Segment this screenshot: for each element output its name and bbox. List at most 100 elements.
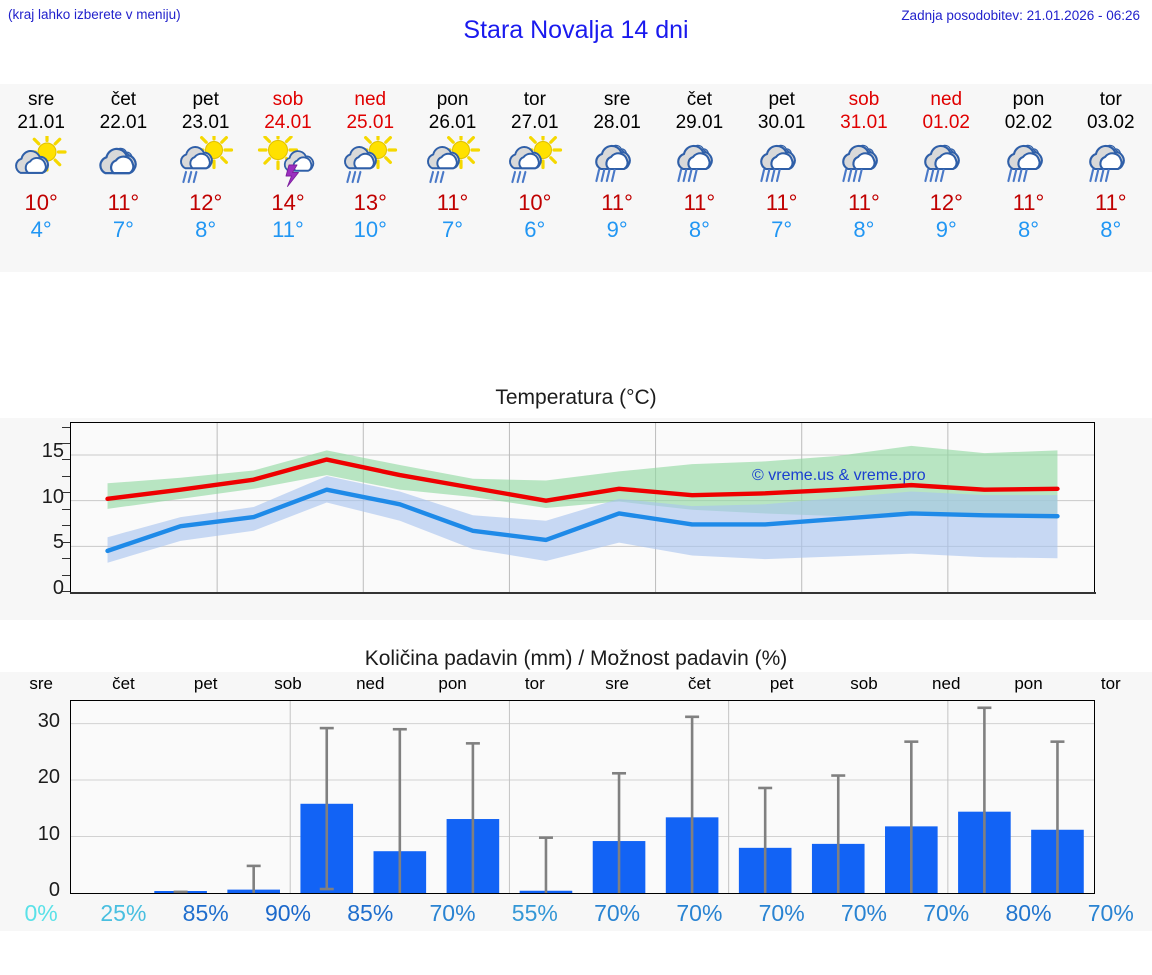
temperature-axis-baseline [70, 592, 1096, 594]
precipitation-day-label: pet [769, 674, 794, 693]
day-min-temp: 8° [1100, 217, 1122, 242]
precipitation-day-label: ned [932, 674, 961, 693]
day-date-label: 22.01 [99, 112, 148, 133]
day-min-temp: 7° [771, 217, 793, 242]
day-of-week-label: pet [192, 89, 219, 110]
temperature-axis-tick [62, 525, 70, 527]
precipitation-probability-value: 25% [100, 900, 147, 926]
day-max-temp: 10° [24, 190, 58, 215]
forecast-days-strip: sre 21.01 10° 4° čet 22.01 11° 7° pet 23.01 12°… [0, 84, 1152, 272]
temperature-axis-tick [62, 591, 70, 592]
cloud-rain-icon [832, 136, 896, 188]
temperature-y-tick-label: 15 [41, 439, 64, 462]
temperature-axis-tick [62, 459, 70, 461]
day-max-temp: 10° [518, 190, 552, 215]
day-date-label: 02.02 [1004, 112, 1053, 133]
day-date-label: 21.01 [17, 112, 65, 133]
location-menu-hint: (kraj lahko izberete v meniju) [8, 7, 181, 22]
sun-cloud-thunder-icon [256, 129, 320, 188]
precipitation-probability-value: 85% [347, 900, 394, 926]
precipitation-probability-value: 0% [24, 900, 58, 926]
day-date-label: 30.01 [757, 112, 806, 133]
sun-cloud-rain-icon [503, 130, 567, 188]
day-min-temp: 4° [30, 217, 52, 242]
day-date-label: 29.01 [675, 112, 724, 133]
day-max-temp: 11° [1094, 190, 1127, 215]
forecast-day-column[interactable]: tor 03.02 11° 8° [1070, 84, 1152, 272]
day-max-temp: 11° [765, 190, 798, 215]
precipitation-y-tick-label: 0 [48, 879, 60, 901]
precipitation-y-tick-label: 30 [37, 709, 60, 732]
temperature-axis-tick [62, 492, 70, 494]
precipitation-day-label: ned [356, 674, 385, 693]
day-of-week-label: sre [603, 89, 631, 110]
day-min-temp: 8° [853, 217, 875, 242]
forecast-day-column[interactable]: tor 27.01 10° 6° [494, 84, 576, 272]
forecast-day-column[interactable]: čet 22.01 11° 7° [82, 84, 164, 272]
precipitation-day-label: tor [1100, 674, 1121, 693]
forecast-day-column[interactable]: sre 21.01 10° 4° [0, 84, 82, 272]
precipitation-probability-value: 70% [840, 900, 887, 926]
day-of-week-label: pon [1012, 89, 1045, 110]
page-title: Stara Novalja 14 dni [463, 16, 689, 44]
day-min-temp: 8° [688, 217, 710, 242]
day-date-label: 03.02 [1087, 112, 1135, 133]
day-min-temp: 10° [353, 217, 387, 242]
temperature-axis-tick [62, 475, 70, 477]
forecast-day-column[interactable]: pon 26.01 11° 7° [411, 84, 493, 272]
day-of-week-label: čet [686, 89, 713, 110]
forecast-day-column[interactable]: ned 01.02 12° 9° [905, 84, 987, 272]
precipitation-day-label: sob [274, 674, 302, 693]
precipitation-day-labels: sre čet pet sob ned pon tor sre čet pet sob ned pon t… [0, 674, 1152, 698]
day-date-label: 27.01 [511, 112, 559, 133]
cloud-rain-icon [997, 136, 1061, 188]
precipitation-chart-title: Količina padavin (mm) / Možnost padavin … [364, 647, 788, 670]
precipitation-probability-value: 55% [511, 900, 558, 926]
temperature-axis-tick [62, 558, 70, 560]
forecast-day-column[interactable]: ned 25.01 13° 10° [329, 84, 411, 272]
day-min-temp: 9° [606, 217, 628, 242]
precipitation-probability-value: 80% [1005, 900, 1052, 926]
cloud-rain-icon [750, 136, 814, 188]
precipitation-day-label: sre [29, 674, 53, 693]
forecast-day-column[interactable]: sob 24.01 14° 11° [247, 84, 329, 272]
temperature-chart-title: Temperatura (°C) [495, 386, 657, 409]
forecast-day-column[interactable]: čet 29.01 11° 8° [658, 84, 740, 272]
precipitation-y-tick-label: 20 [37, 766, 60, 789]
precipitation-probability-value: 70% [594, 900, 641, 926]
temperature-plot-area [70, 422, 1095, 592]
day-max-temp: 11° [683, 190, 716, 215]
temperature-y-tick-label: 0 [52, 577, 64, 599]
forecast-day-column[interactable]: sob 31.01 11° 8° [823, 84, 905, 272]
cloud-rain-icon [1079, 136, 1143, 188]
temperature-axis-tick [62, 574, 70, 576]
sun-cloud-rain-icon [421, 130, 485, 188]
day-min-temp: 9° [935, 217, 957, 242]
forecast-day-column[interactable]: sre 28.01 11° 9° [576, 84, 658, 272]
cloud-rain-icon [585, 136, 649, 188]
precipitation-probability-value: 85% [182, 900, 229, 926]
day-of-week-label: sob [272, 89, 304, 110]
forecast-day-column[interactable]: pet 30.01 11° 7° [741, 84, 823, 272]
day-date-label: 28.01 [593, 112, 641, 133]
temperature-axis-tick [62, 508, 70, 510]
precipitation-day-label: tor [524, 674, 545, 693]
temperature-y-tick-label: 5 [52, 531, 64, 554]
last-updated-label: Zadnja posodobitev: 21.01.2026 - 06:26 [901, 8, 1140, 23]
forecast-day-column[interactable]: pet 23.01 12° 8° [165, 84, 247, 272]
day-of-week-label: ned [354, 89, 387, 110]
precipitation-probability-value: 70% [429, 900, 476, 926]
day-of-week-label: tor [1099, 89, 1122, 110]
day-max-temp: 13° [353, 190, 387, 215]
day-max-temp: 11° [436, 190, 469, 215]
precipitation-probability-value: 70% [1087, 900, 1134, 926]
day-date-label: 25.01 [346, 112, 395, 133]
precipitation-day-label: pon [1014, 674, 1043, 693]
precipitation-day-label: sob [850, 674, 878, 693]
precipitation-plot-area [70, 700, 1095, 894]
forecast-day-column[interactable]: pon 02.02 11° 8° [987, 84, 1069, 272]
temperature-chart: Temperatura (°C) [0, 380, 1152, 620]
temperature-axis-tick [62, 426, 70, 428]
day-max-temp: 11° [601, 190, 633, 215]
